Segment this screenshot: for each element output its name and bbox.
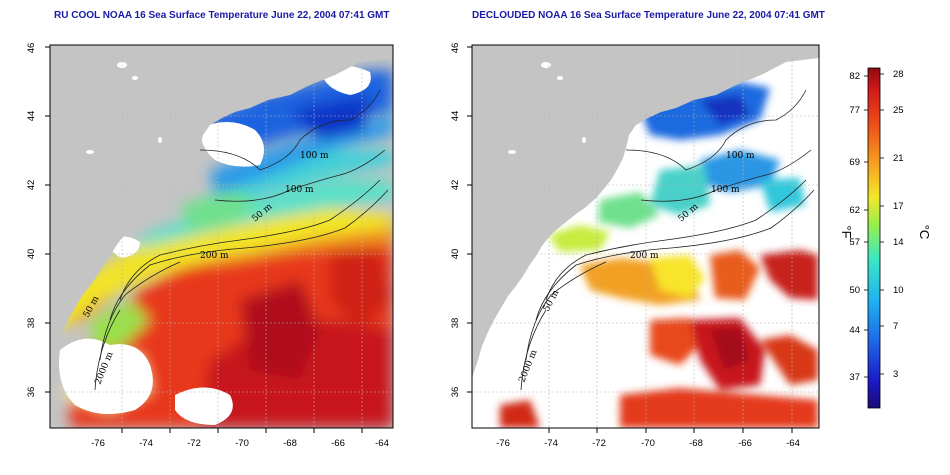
graticule: [50, 45, 393, 428]
contour-label-200m: 200 m: [200, 251, 229, 261]
contour-label-100m-b: 100 m: [285, 185, 314, 195]
left-x-tick-labels: -76 -74 -72 -70 -68 -66 -64: [91, 438, 389, 449]
left-map-title: RU COOL NOAA 16 Sea Surface Temperature …: [54, 10, 390, 21]
left-axis-ticks: [45, 46, 363, 433]
x-tick-label: -66: [331, 438, 345, 449]
y-tick-label: 42: [26, 180, 37, 191]
x-tick-label: -76: [91, 438, 105, 449]
x-tick-label: -70: [235, 438, 249, 449]
y-tick-label: 36: [26, 387, 37, 398]
x-tick-label: -74: [139, 438, 153, 449]
y-tick-label: 38: [26, 318, 37, 329]
y-tick-label: 40: [26, 249, 37, 260]
right-map-title: DECLOUDED NOAA 16 Sea Surface Temperatur…: [472, 10, 825, 21]
left-map-frame: [49, 44, 394, 429]
x-tick-label: -64: [375, 438, 389, 449]
left-y-tick-labels: 46 44 42 40 38 36: [26, 43, 37, 398]
sst-field: [55, 70, 393, 428]
bathymetry-contours: [94, 89, 389, 391]
y-tick-label: 46: [26, 43, 37, 54]
x-tick-label: -68: [283, 438, 297, 449]
contour-label-100m-a: 100 m: [300, 151, 329, 161]
coastline-land: [50, 45, 393, 372]
x-tick-label: -72: [187, 438, 201, 449]
y-tick-label: 44: [26, 111, 37, 122]
